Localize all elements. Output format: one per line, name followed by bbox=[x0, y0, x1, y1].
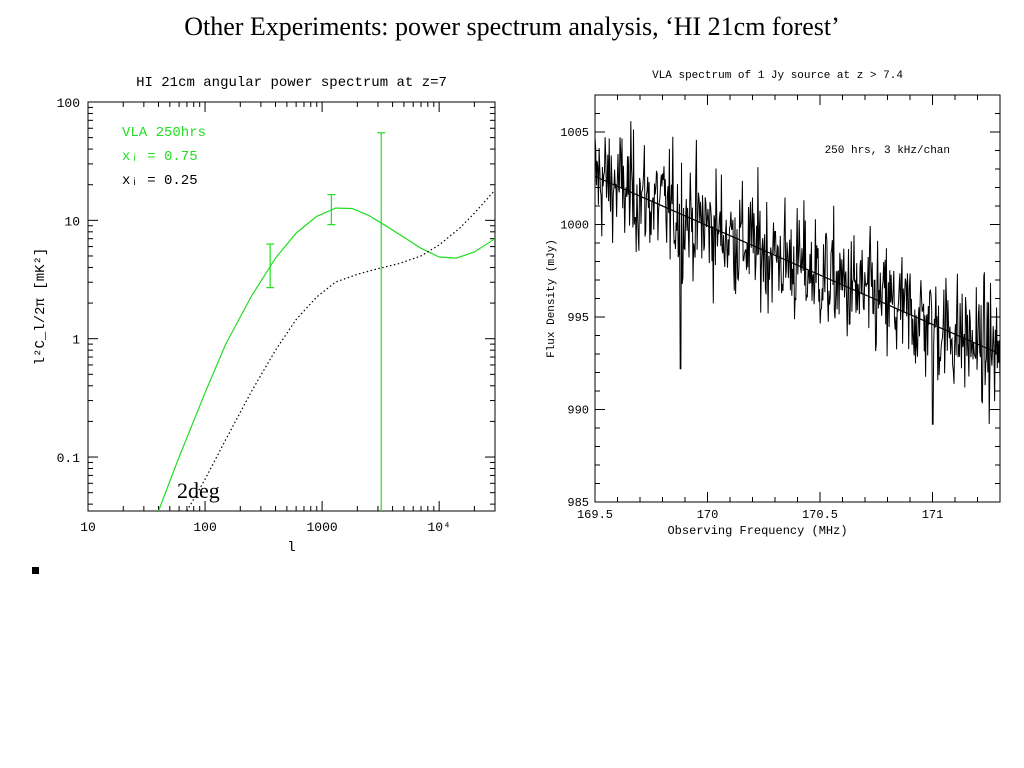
y-tick-label: 985 bbox=[567, 496, 589, 510]
legend-entry: VLA 250hrs bbox=[122, 125, 206, 141]
x-tick-label: 169.5 bbox=[577, 508, 613, 522]
annotation-2deg: 2deg bbox=[177, 478, 220, 503]
x-axis-label: Observing Frequency (MHz) bbox=[667, 524, 847, 538]
vla-spectrum-chart: VLA spectrum of 1 Jy source at z > 7.4 16… bbox=[546, 70, 1001, 538]
plot-frame bbox=[87, 101, 496, 512]
y-tick-label: 10 bbox=[64, 214, 80, 229]
y-axis-label: l²C_l/2π [mK²] bbox=[33, 248, 49, 366]
y-tick-label: 0.1 bbox=[57, 451, 81, 466]
y-axis-label: Flux Density (mJy) bbox=[546, 239, 558, 358]
slide-title: Other Experiments: power spectrum analys… bbox=[184, 12, 840, 41]
x-tick-label: 10 bbox=[80, 520, 96, 535]
y-tick-label: 990 bbox=[567, 404, 589, 418]
series-line-xi-075 bbox=[157, 207, 495, 511]
y-tick-label: 1005 bbox=[560, 126, 589, 140]
x-tick-label: 170 bbox=[697, 508, 719, 522]
y-tick-label: 1 bbox=[72, 333, 80, 348]
x-tick-label: 170.5 bbox=[802, 508, 838, 522]
spectrum-line bbox=[595, 121, 1000, 425]
x-tick-label: 10⁴ bbox=[427, 520, 450, 535]
y-tick-label: 995 bbox=[567, 311, 589, 325]
x-tick-label: 1000 bbox=[306, 520, 337, 535]
y-tick-label: 100 bbox=[57, 96, 80, 111]
series-line-xi-025 bbox=[186, 189, 495, 511]
chart-annotation: 250 hrs, 3 kHz/chan bbox=[825, 145, 950, 157]
x-tick-label: 100 bbox=[193, 520, 216, 535]
legend-entry: xᵢ = 0.25 bbox=[122, 173, 198, 189]
legend-entry: xᵢ = 0.75 bbox=[122, 149, 198, 165]
x-tick-label: 171 bbox=[922, 508, 944, 522]
bullet-point bbox=[32, 567, 39, 574]
x-axis-label: l bbox=[287, 540, 295, 556]
angular-power-spectrum-chart: HI 21cm angular power spectrum at z=7 10 1… bbox=[33, 75, 496, 556]
y-tick-label: 1000 bbox=[560, 219, 589, 233]
fit-line bbox=[595, 175, 1000, 355]
chart-title: VLA spectrum of 1 Jy source at z > 7.4 bbox=[652, 70, 903, 82]
chart-title: HI 21cm angular power spectrum at z=7 bbox=[136, 75, 447, 91]
